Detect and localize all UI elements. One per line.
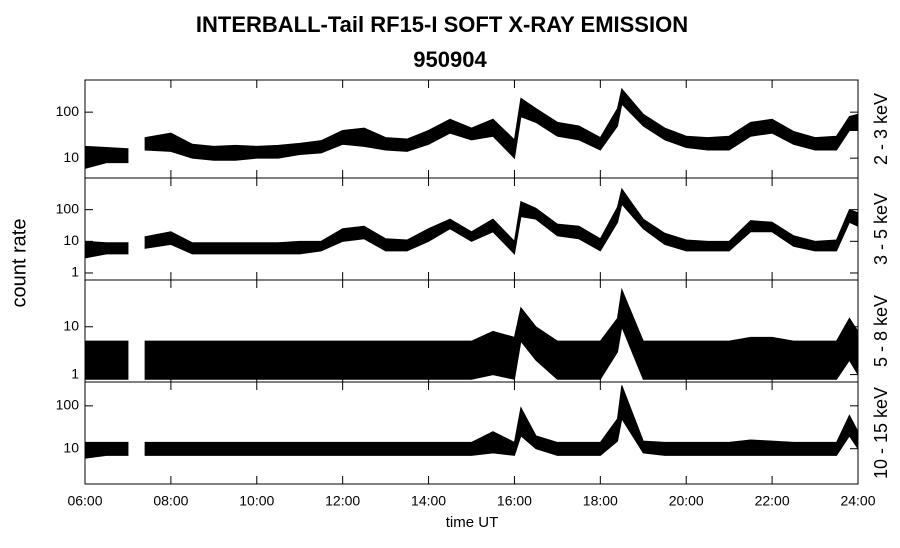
- panel-label: 10 - 15 keV: [871, 387, 891, 479]
- count-rate-band: [84, 385, 859, 459]
- y-tick-label: 100: [56, 397, 80, 413]
- y-tick-label: 1: [71, 264, 79, 280]
- x-tick-label: 18:00: [583, 493, 618, 509]
- x-tick-label: 20:00: [669, 493, 704, 509]
- y-tick-label: 10: [63, 439, 79, 455]
- y-tick-label: 10: [63, 317, 79, 333]
- chart-subtitle: 950904: [413, 47, 487, 72]
- chart-title: INTERBALL-Tail RF15-I SOFT X-RAY EMISSIO…: [196, 12, 688, 37]
- y-tick-label: 100: [56, 200, 80, 216]
- panel-label: 5 - 8 keV: [871, 295, 891, 367]
- x-tick-label: 16:00: [497, 493, 532, 509]
- x-tick-label: 24:00: [840, 493, 875, 509]
- count-rate-band: [84, 287, 859, 380]
- y-tick-label: 100: [56, 103, 80, 119]
- x-axis-label: time UT: [446, 514, 499, 531]
- y-tick-label: 10: [63, 232, 79, 248]
- y-axis-label: count rate: [8, 219, 30, 308]
- x-tick-label: 14:00: [411, 493, 446, 509]
- panel-label: 3 - 5 keV: [871, 193, 891, 265]
- count-rate-band: [84, 87, 859, 169]
- x-tick-label: 10:00: [239, 493, 274, 509]
- y-tick-label: 1: [71, 365, 79, 381]
- x-tick-label: 12:00: [325, 493, 360, 509]
- panel-frame: [84, 381, 859, 485]
- y-tick-label: 10: [63, 149, 79, 165]
- panel-label: 2 - 3 keV: [871, 93, 891, 165]
- x-tick-label: 06:00: [67, 493, 102, 509]
- count-rate-band: [84, 187, 859, 259]
- x-tick-label: 22:00: [755, 493, 790, 509]
- x-tick-label: 08:00: [153, 493, 188, 509]
